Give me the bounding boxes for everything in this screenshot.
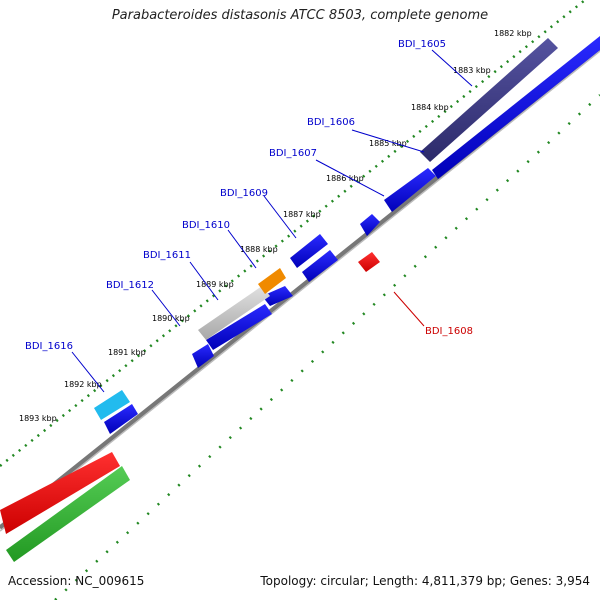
- forward-genes: [104, 36, 600, 434]
- tick-label: 1889 kbp: [196, 280, 234, 289]
- tick-labels: 1882 kbp 1883 kbp 1884 kbp 1885 kbp 1886…: [19, 29, 532, 423]
- accession-text: Accession: NC_009615: [8, 574, 145, 588]
- tick-label: 1892 kbp: [64, 380, 102, 389]
- gene-arrow-bdi-1612b[interactable]: [192, 344, 214, 368]
- tick-label: 1890 kbp: [152, 314, 190, 323]
- gene-arrow-bdi-1607[interactable]: [360, 214, 380, 236]
- gene-arrow-bdi-1606[interactable]: [384, 168, 436, 212]
- tick-label: 1891 kbp: [108, 348, 146, 357]
- gene-arrow-bdi-1612[interactable]: [206, 304, 272, 350]
- gene-arrow-bdi-1610[interactable]: [262, 286, 293, 306]
- genome-summary-text: Topology: circular; Length: 4,811,379 bp…: [260, 574, 590, 588]
- tick-label: 1885 kbp: [369, 139, 407, 148]
- gene-label-bdi-1612[interactable]: BDI_1612: [106, 280, 154, 291]
- gene-arrow-bdi-1608[interactable]: [358, 252, 380, 272]
- track-green[interactable]: [6, 466, 130, 562]
- gene-arrow-bdi-1605[interactable]: [432, 36, 600, 179]
- gene-arrow-bdi-1609[interactable]: [290, 234, 328, 268]
- tick-label: 1884 kbp: [411, 103, 449, 112]
- tick-label: 1886 kbp: [326, 174, 364, 183]
- gene-label-bdi-1605[interactable]: BDI_1605: [398, 39, 446, 50]
- tick-label: 1888 kbp: [240, 245, 278, 254]
- track-gray[interactable]: [198, 286, 270, 340]
- gene-label-bdi-1611[interactable]: BDI_1611: [143, 250, 191, 261]
- gene-label-bdi-1606[interactable]: BDI_1606: [307, 117, 355, 128]
- tick-label: 1883 kbp: [453, 66, 491, 75]
- track-orange[interactable]: [258, 268, 286, 294]
- gene-label-bdi-1608[interactable]: BDI_1608: [425, 326, 473, 337]
- gene-label-bdi-1610[interactable]: BDI_1610: [182, 220, 230, 231]
- outer-color-track: [94, 38, 558, 420]
- map-title: Parabacteroides distasonis ATCC 8503, co…: [111, 8, 489, 23]
- gene-arrow-bdi-1609b[interactable]: [302, 250, 338, 282]
- gene-arrow-bdi-1616[interactable]: [104, 404, 138, 434]
- gene-label-bdi-1607[interactable]: BDI_1607: [269, 148, 317, 159]
- tick-label: 1893 kbp: [19, 414, 57, 423]
- track-cyan[interactable]: [94, 390, 130, 420]
- track-purple[interactable]: [420, 38, 558, 162]
- gene-labels: BDI_1605 BDI_1606 BDI_1607 BDI_1609 BDI_…: [25, 39, 473, 393]
- tick-label: 1887 kbp: [283, 210, 321, 219]
- gene-label-bdi-1616[interactable]: BDI_1616: [25, 341, 73, 352]
- track-red[interactable]: [0, 452, 120, 534]
- tick-label: 1882 kbp: [494, 29, 532, 38]
- gene-label-bdi-1609[interactable]: BDI_1609: [220, 188, 268, 199]
